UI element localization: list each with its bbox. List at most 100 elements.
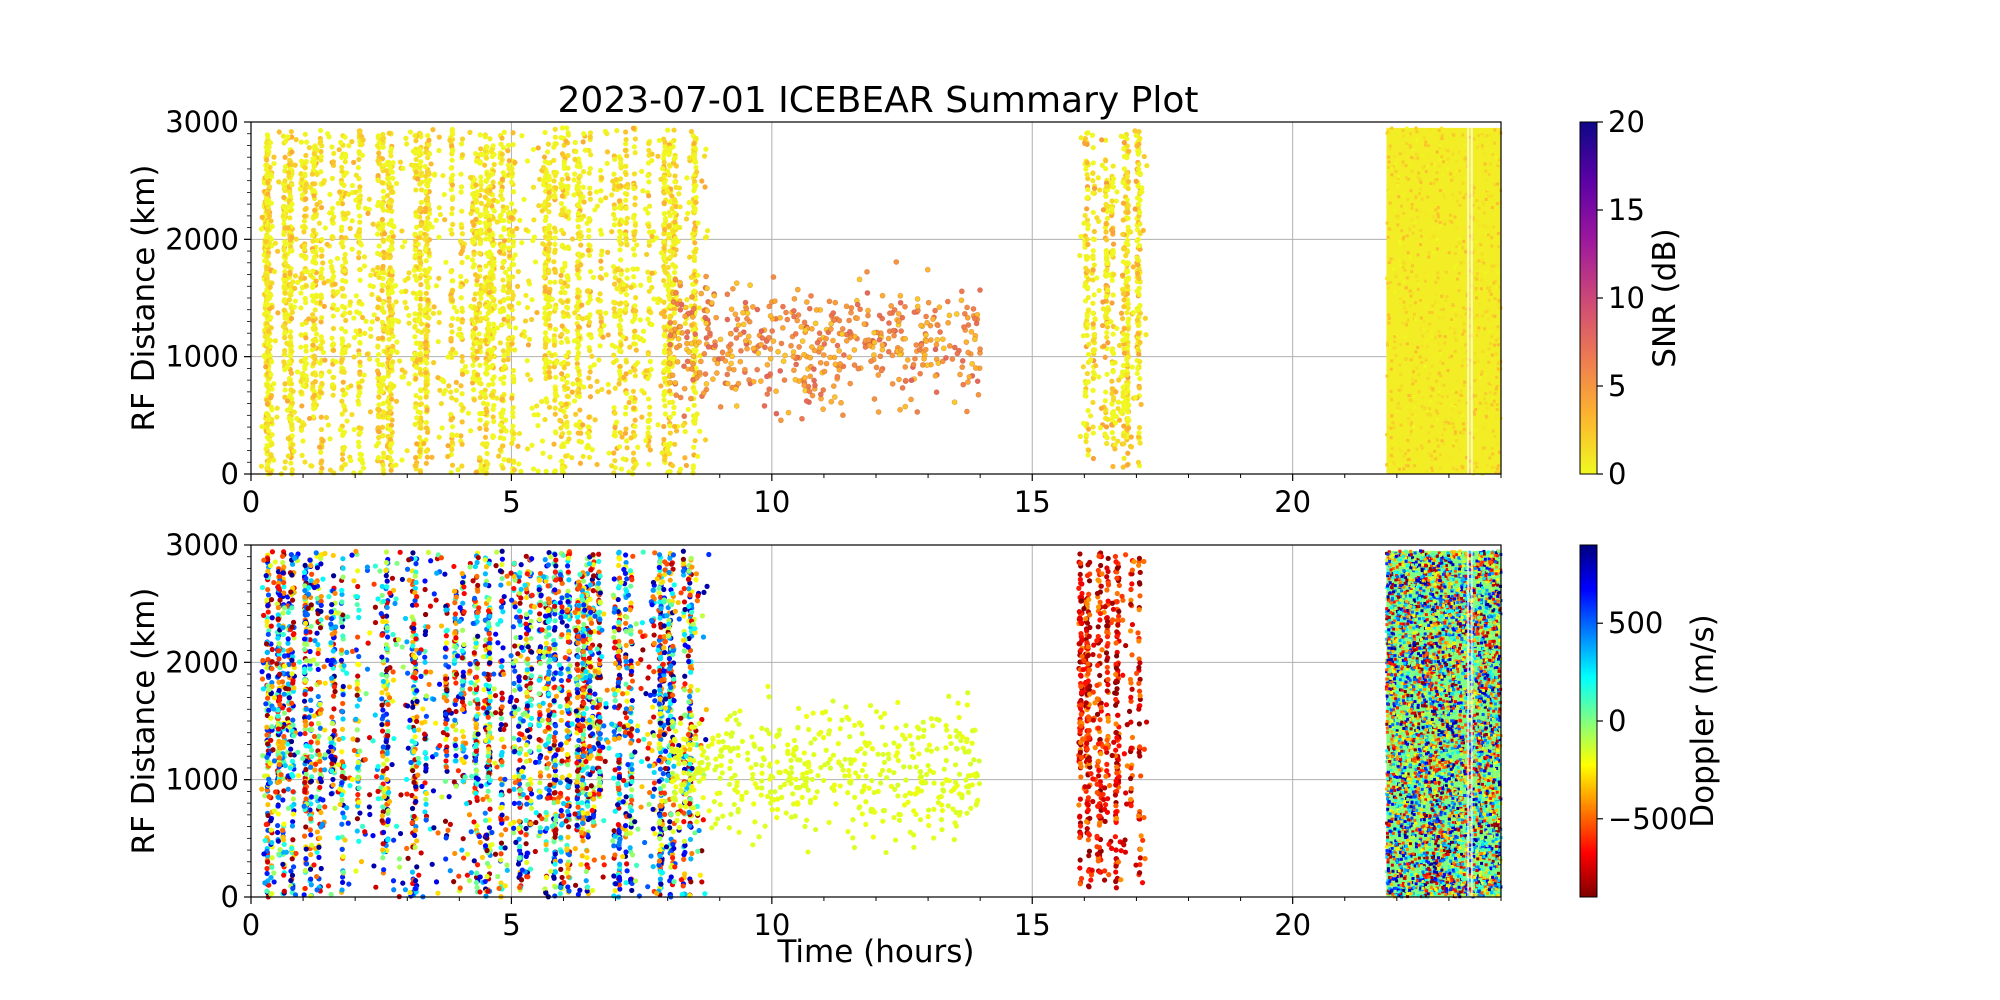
snr-point: [672, 155, 678, 161]
snr-point: [561, 365, 567, 371]
snr-point: [724, 291, 731, 298]
snr-point: [661, 436, 667, 443]
snr-point: [261, 353, 267, 359]
snr-point: [298, 139, 304, 145]
snr-point: [902, 377, 909, 384]
snr-point: [696, 339, 702, 345]
snr-point: [559, 430, 566, 437]
snr-point: [923, 332, 929, 338]
snr-point: [778, 340, 785, 347]
snr-point: [564, 379, 570, 386]
snr-point: [294, 415, 300, 422]
snr-point: [418, 199, 424, 206]
snr-point: [436, 434, 442, 440]
snr-point: [358, 242, 364, 248]
snr-point: [308, 272, 314, 278]
snr-point: [675, 238, 681, 244]
snr-point: [380, 188, 386, 194]
snr-point: [274, 405, 280, 411]
snr-point: [421, 308, 428, 314]
snr-point: [490, 433, 496, 439]
snr-point: [341, 293, 348, 299]
snr-point: [448, 411, 454, 417]
snr-point: [302, 131, 308, 137]
snr-point: [426, 307, 432, 313]
snr-point: [441, 391, 447, 397]
snr-point: [509, 395, 515, 401]
snr-point: [342, 154, 348, 160]
snr-point: [339, 357, 345, 363]
snr-point: [703, 381, 710, 387]
snr-point: [543, 396, 549, 402]
snr-point: [536, 203, 542, 209]
snr-point: [902, 335, 909, 342]
snr-point: [264, 195, 270, 202]
snr-point: [733, 280, 740, 287]
snr-point: [949, 356, 956, 362]
snr-point: [502, 269, 509, 275]
snr-point: [864, 290, 871, 296]
snr-point: [530, 146, 537, 153]
snr-point: [300, 382, 306, 389]
snr-point: [633, 461, 639, 467]
snr-point: [846, 354, 853, 361]
snr-point: [397, 159, 403, 165]
snr-point: [336, 147, 342, 153]
snr-point: [578, 233, 584, 239]
snr-point: [672, 379, 679, 386]
snr-point: [316, 394, 322, 400]
snr-point: [320, 349, 327, 356]
snr-point: [547, 279, 553, 285]
snr-point: [320, 260, 326, 266]
snr-point: [586, 227, 592, 233]
snr-point: [510, 315, 516, 322]
snr-point: [390, 343, 396, 349]
snr-point: [507, 253, 513, 259]
snr-point: [383, 161, 390, 168]
snr-point: [285, 435, 291, 442]
snr-point: [542, 264, 549, 270]
snr-point: [475, 274, 481, 280]
snr-point: [598, 188, 604, 194]
snr-point: [614, 267, 620, 273]
snr-point: [473, 158, 480, 164]
snr-point: [661, 349, 668, 356]
snr-point: [661, 211, 667, 217]
snr-point: [501, 435, 507, 442]
snr-point: [684, 297, 690, 303]
snr-point: [552, 397, 558, 403]
snr-point: [888, 302, 895, 309]
snr-point: [661, 265, 667, 271]
snr-point: [406, 270, 412, 276]
snr-point: [623, 163, 629, 169]
snr-point: [551, 225, 558, 231]
snr-point: [380, 263, 386, 269]
snr-point: [886, 310, 893, 317]
snr-point: [511, 261, 517, 268]
snr-point: [963, 339, 970, 346]
snr-point: [325, 131, 331, 137]
snr-point: [449, 148, 456, 154]
snr-point: [656, 137, 662, 144]
snr-point: [611, 299, 617, 305]
snr-point: [628, 284, 634, 290]
snr-point: [603, 195, 609, 201]
snr-point: [624, 153, 630, 159]
snr-point: [559, 443, 565, 450]
snr-point: [480, 467, 486, 474]
snr-point: [573, 411, 579, 417]
snr-point: [479, 410, 485, 417]
snr-point: [271, 381, 277, 387]
snr-point: [288, 292, 294, 298]
snr-point: [504, 205, 510, 211]
snr-point: [417, 370, 424, 376]
snr-point: [875, 409, 882, 415]
snr-point: [525, 372, 531, 378]
snr-point: [311, 257, 317, 264]
snr-point: [389, 322, 395, 328]
snr-point: [501, 225, 507, 231]
snr-point: [422, 236, 428, 242]
snr-point: [514, 225, 520, 232]
snr-point: [614, 128, 620, 134]
